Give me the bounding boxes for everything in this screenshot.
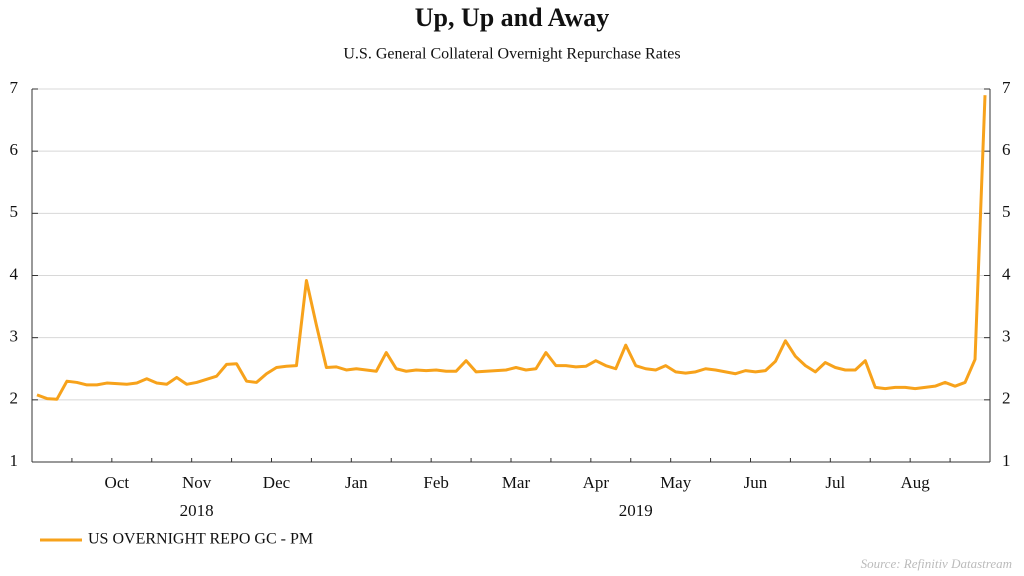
y2-tick-label: 4 (1002, 264, 1011, 283)
y-tick-label: 5 (10, 202, 19, 221)
x-tick-label: Aug (901, 473, 931, 492)
y2-tick-label: 5 (1002, 202, 1011, 221)
y-tick-label: 7 (10, 78, 19, 97)
y-tick-label: 3 (10, 327, 19, 346)
x-tick-label: Jun (744, 473, 768, 492)
y2-tick-label: 3 (1002, 327, 1011, 346)
x-tick-label: Apr (583, 473, 610, 492)
x-tick-label: Jan (345, 473, 368, 492)
y2-tick-label: 7 (1002, 78, 1011, 97)
y-tick-label: 1 (10, 451, 19, 470)
y2-tick-label: 2 (1002, 389, 1011, 408)
x-tick-label: Nov (182, 473, 212, 492)
legend-label: US OVERNIGHT REPO GC - PM (88, 531, 313, 548)
x-year-label: 2018 (180, 501, 214, 520)
y-tick-label: 4 (10, 264, 19, 283)
chart-subtitle: U.S. General Collateral Overnight Repurc… (343, 46, 680, 63)
x-tick-label: Jul (825, 473, 845, 492)
y-tick-label: 6 (10, 140, 19, 159)
y2-tick-label: 1 (1002, 451, 1011, 470)
x-tick-label: Feb (423, 473, 449, 492)
x-tick-label: Mar (502, 473, 531, 492)
x-tick-label: Dec (263, 473, 291, 492)
source-note: Source: Refinitiv Datastream (861, 556, 1012, 571)
x-year-label: 2019 (619, 501, 653, 520)
x-tick-label: May (660, 473, 692, 492)
y2-tick-label: 6 (1002, 140, 1011, 159)
chart-title: Up, Up and Away (415, 3, 610, 32)
x-tick-label: Oct (105, 473, 130, 492)
series-line (36, 95, 987, 401)
y-tick-label: 2 (10, 389, 19, 408)
